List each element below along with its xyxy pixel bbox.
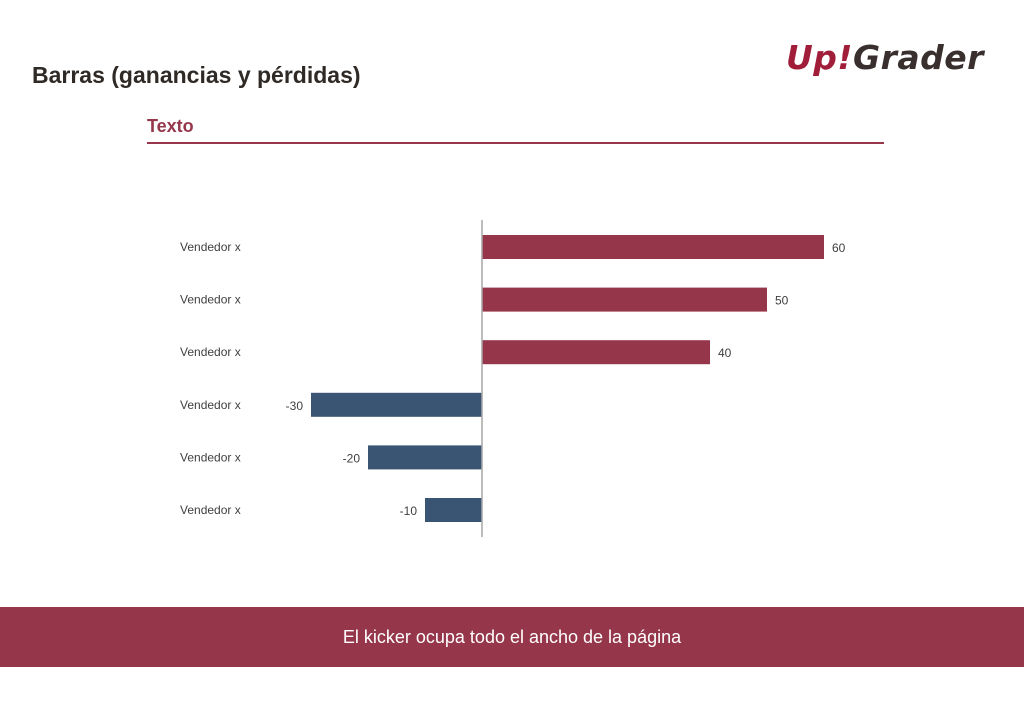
bar-negative [368,445,482,470]
data-label: 50 [775,294,789,308]
logo-text-grader: Grader [852,38,984,77]
category-labels: Vendedor x Vendedor x Vendedor x Vendedor x… [180,240,241,517]
category-label: Vendedor x [180,345,241,359]
page-title: Barras (ganancias y pérdidas) [32,62,361,88]
bar-negative [425,498,482,522]
data-label: 60 [832,241,846,255]
logo-text-up: Up [786,38,838,77]
category-label: Vendedor x [180,293,241,307]
section-subtitle: Texto [147,116,194,136]
bar-negative [311,392,482,417]
subtitle-divider [147,142,884,144]
data-label: -10 [400,504,418,518]
data-label: 40 [718,346,732,360]
bar-chart: Vendedor x Vendedor x Vendedor x Vendedor x… [180,220,846,537]
bar-positive [482,340,710,365]
kicker-text: El kicker ocupa todo el ancho de la pági… [342,626,682,647]
logo-text-exclamation: ! [837,38,853,77]
bar-positive [482,287,767,312]
category-label: Vendedor x [180,240,241,254]
kicker-banner: El kicker ocupa todo el ancho de la pági… [0,607,1024,667]
value-labels: 60 50 40 -30 -20 -10 [286,241,846,518]
bars [311,235,824,522]
category-label: Vendedor x [180,398,241,412]
category-label: Vendedor x [180,450,241,464]
data-label: -30 [286,399,304,413]
data-label: -20 [343,451,361,465]
category-label: Vendedor x [180,503,241,517]
bar-positive [482,235,824,259]
upgrader-logo: Up!Grader [786,36,984,80]
